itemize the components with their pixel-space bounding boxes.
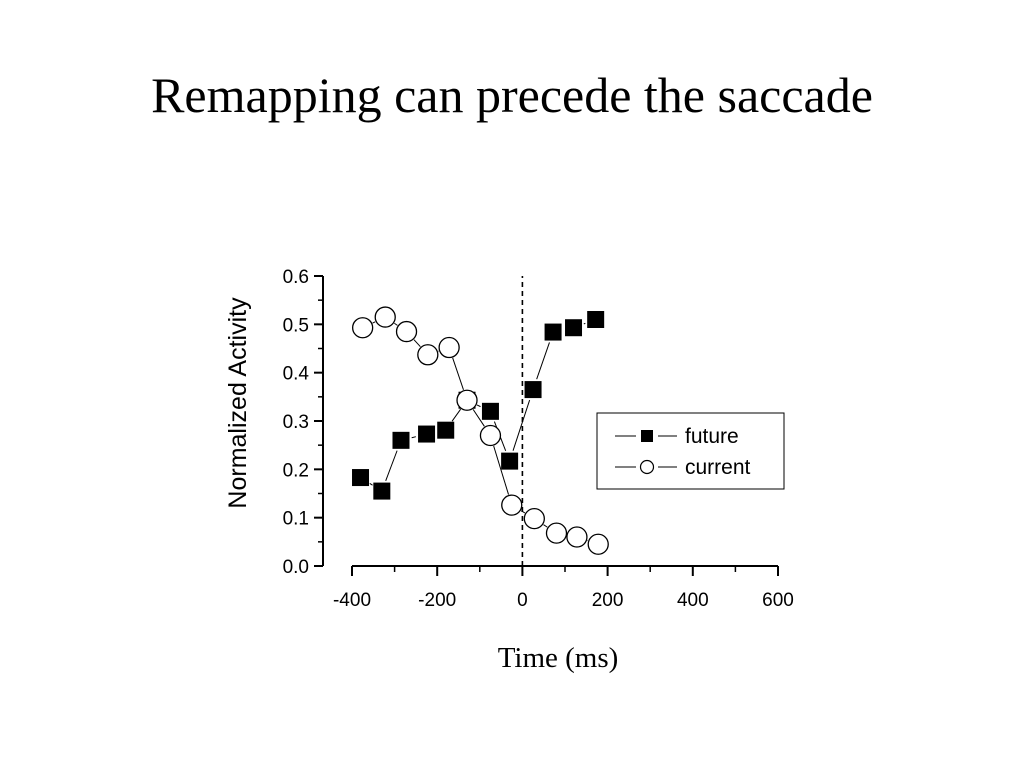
future-point (565, 319, 583, 337)
chart-axes: 0.0 0.1 0.2 0.3 0.4 0.5 0.6 -400 -200 0 200 400 600 N… (224, 267, 794, 674)
future-point (524, 381, 542, 399)
legend-box (596, 412, 785, 490)
current-point (587, 533, 609, 555)
future-point (544, 323, 562, 341)
y-tick-label: 0.3 (283, 412, 309, 433)
current-point (417, 344, 439, 366)
y-tick-label: 0.5 (283, 315, 309, 336)
legend-marker-current (639, 459, 655, 475)
future-point (352, 469, 370, 487)
future-point (392, 431, 410, 449)
legend: future current (596, 412, 785, 490)
x-tick-label: 400 (677, 590, 709, 611)
current-segment (520, 510, 526, 514)
series-lines (369, 321, 588, 542)
x-tick-label: -200 (418, 590, 456, 611)
legend-marker-future (641, 430, 653, 442)
current-segment (472, 409, 485, 427)
current-point (545, 522, 568, 544)
future-point (501, 452, 519, 470)
slide-title: Remapping can precede the saccade (151, 67, 873, 123)
current-segment (543, 524, 548, 528)
x-tick-label: 200 (592, 590, 624, 611)
future-segment (369, 483, 373, 486)
y-tick-label: 0.2 (283, 460, 309, 481)
y-axis-label: Normalized Activity (224, 297, 252, 509)
current-segment (452, 357, 464, 390)
current-point (374, 306, 396, 328)
series-markers (351, 306, 609, 555)
future-segment (451, 408, 462, 422)
current-point (395, 320, 418, 343)
y-tick-label: 0.6 (283, 267, 309, 288)
y-tick-label: 0.0 (283, 557, 309, 578)
current-point (438, 336, 460, 359)
current-point (566, 526, 588, 548)
future-point (587, 311, 605, 328)
y-tick-label: 0.4 (283, 364, 310, 385)
future-segment (411, 436, 416, 439)
future-segment (476, 404, 481, 408)
future-segment (536, 342, 550, 380)
future-point (418, 425, 436, 443)
current-point (523, 507, 545, 530)
future-segment (512, 399, 531, 451)
current-segment (394, 322, 398, 326)
current-point (501, 494, 523, 516)
future-point (437, 421, 455, 439)
x-axis-label: Time (ms) (498, 642, 619, 674)
future-segment (385, 450, 398, 481)
current-segment (413, 339, 421, 348)
current-segment (493, 445, 510, 495)
legend-label-future: future (685, 425, 739, 448)
future-point (481, 402, 499, 420)
current-point (456, 389, 478, 411)
x-tick-label: 0 (517, 590, 528, 611)
future-point (373, 482, 391, 500)
current-point (351, 317, 374, 339)
x-tick-label: -400 (333, 590, 371, 611)
current-segment (372, 321, 376, 324)
future-segment (583, 322, 586, 325)
legend-label-current: current (685, 456, 751, 479)
x-tick-label: 600 (762, 590, 794, 611)
current-point (479, 424, 502, 447)
y-tick-label: 0.1 (283, 509, 309, 530)
